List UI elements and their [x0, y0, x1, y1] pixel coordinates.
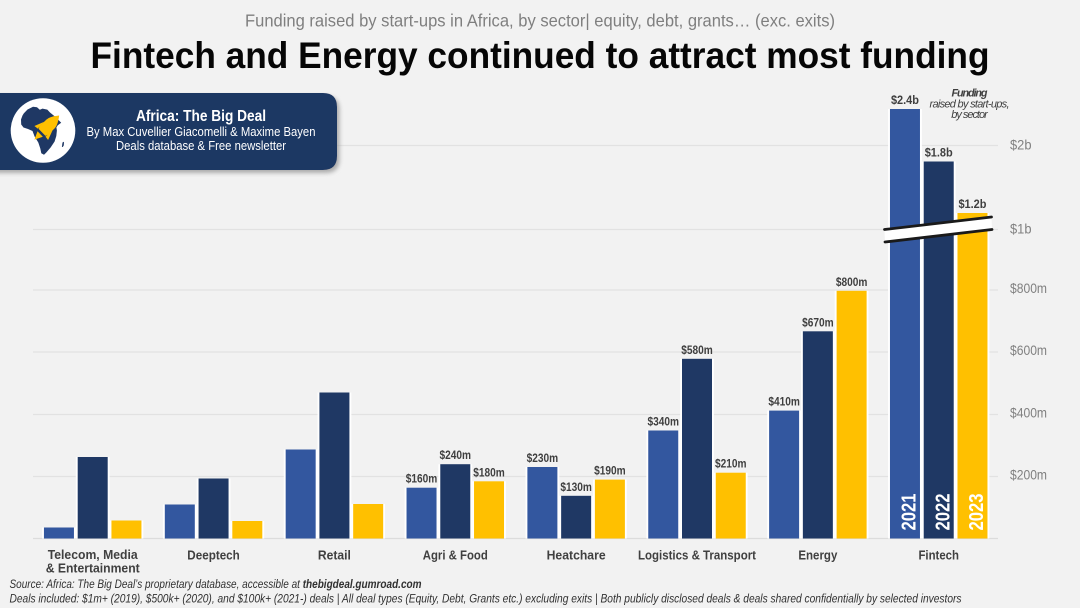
svg-text:raised by start-ups,: raised by start-ups, — [930, 98, 1010, 110]
svg-text:by sector: by sector — [951, 109, 989, 121]
svg-text:$1.2b: $1.2b — [958, 197, 986, 211]
svg-text:Logistics & Transport: Logistics & Transport — [638, 547, 756, 562]
svg-text:Retail: Retail — [318, 547, 351, 562]
svg-text:Heatchare: Heatchare — [547, 547, 606, 562]
svg-text:$800m: $800m — [1010, 281, 1047, 296]
svg-text:$580m: $580m — [681, 343, 713, 357]
svg-text:Deals included: $1m+ (2019),: Deals included: $1m+ (2019), $500k+ (202… — [10, 594, 962, 606]
svg-text:$160m: $160m — [406, 472, 438, 486]
svg-text:$800m: $800m — [836, 275, 868, 289]
svg-text:Fintech: Fintech — [918, 547, 959, 562]
svg-text:Energy: Energy — [798, 547, 838, 562]
svg-text:$400m: $400m — [1010, 405, 1047, 420]
svg-text:$240m: $240m — [440, 448, 472, 462]
svg-text:2021: 2021 — [899, 494, 921, 531]
svg-text:Africa: The Big Deal: Africa: The Big Deal — [136, 108, 266, 125]
svg-text:Source: Africa: The Big Deal’s: Source: Africa: The Big Deal’s proprieta… — [10, 579, 422, 591]
svg-text:$180m: $180m — [473, 465, 505, 479]
svg-text:Agri & Food: Agri & Food — [423, 547, 488, 562]
svg-text:$210m: $210m — [715, 457, 747, 471]
svg-text:Telecom, Media: Telecom, Media — [48, 547, 139, 562]
svg-text:$130m: $130m — [560, 480, 592, 494]
svg-text:$200m: $200m — [1010, 467, 1047, 482]
svg-text:$600m: $600m — [1010, 343, 1047, 358]
svg-text:Funding raised by start-ups in: Funding raised by start-ups in Africa, b… — [245, 10, 835, 30]
svg-text:$230m: $230m — [527, 451, 559, 465]
svg-text:$670m: $670m — [802, 315, 834, 329]
svg-text:$1b: $1b — [1010, 222, 1032, 237]
svg-text:By Max Cuvellier Giacomelli &: By Max Cuvellier Giacomelli & Maxime Bay… — [87, 124, 316, 139]
svg-text:Deals database & Free newslett: Deals database & Free newsletter — [116, 138, 287, 153]
svg-text:2023: 2023 — [966, 494, 988, 531]
svg-text:$1.8b: $1.8b — [925, 146, 953, 160]
svg-text:$2.4b: $2.4b — [891, 93, 919, 107]
svg-text:$190m: $190m — [594, 464, 626, 478]
svg-text:$2b: $2b — [1010, 138, 1032, 153]
svg-text:Funding: Funding — [952, 88, 988, 100]
svg-text:Deeptech: Deeptech — [187, 547, 240, 562]
svg-text:Fintech and Energy continued t: Fintech and Energy continued to attract … — [91, 34, 990, 76]
svg-text:2022: 2022 — [932, 494, 954, 531]
svg-text:$410m: $410m — [768, 395, 800, 409]
svg-text:& Entertainment: & Entertainment — [46, 560, 141, 575]
svg-text:$340m: $340m — [648, 415, 680, 429]
